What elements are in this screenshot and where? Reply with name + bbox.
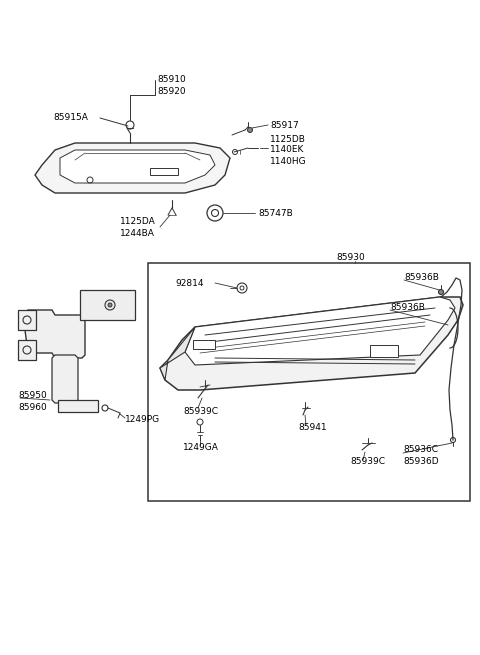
Text: 1140EK: 1140EK	[270, 145, 304, 155]
Text: 85936D: 85936D	[403, 457, 439, 466]
Text: 85941: 85941	[298, 424, 326, 432]
Text: 85936B: 85936B	[404, 274, 439, 282]
Polygon shape	[25, 310, 85, 358]
Text: 85910: 85910	[157, 75, 186, 84]
Polygon shape	[160, 297, 463, 390]
Bar	[150, 168, 178, 175]
Bar	[193, 340, 215, 349]
Polygon shape	[52, 355, 78, 403]
Text: 85936C: 85936C	[403, 445, 438, 455]
Text: 92814: 92814	[175, 278, 204, 288]
Text: 85915A: 85915A	[53, 113, 88, 122]
Polygon shape	[185, 297, 455, 365]
Bar	[18, 340, 36, 360]
Text: 85936B: 85936B	[390, 303, 425, 312]
Text: 85960: 85960	[18, 403, 47, 411]
Polygon shape	[60, 150, 215, 183]
Text: 1244BA: 1244BA	[120, 229, 155, 238]
Bar	[58, 400, 98, 412]
Text: 85939C: 85939C	[183, 407, 218, 415]
Text: 85930: 85930	[336, 253, 365, 263]
Circle shape	[248, 128, 252, 132]
Text: 1125DA: 1125DA	[120, 217, 156, 227]
Text: 85939C: 85939C	[350, 457, 385, 466]
Text: 85950: 85950	[18, 390, 47, 400]
Bar	[148, 263, 470, 501]
Bar	[80, 290, 135, 320]
Text: 1140HG: 1140HG	[270, 157, 307, 166]
Text: 1249PG: 1249PG	[125, 415, 160, 424]
Text: 1125DB: 1125DB	[270, 134, 306, 143]
Text: 85917: 85917	[270, 121, 299, 130]
Polygon shape	[35, 143, 230, 193]
Text: 85747B: 85747B	[258, 208, 293, 217]
Bar	[370, 345, 398, 357]
Circle shape	[439, 290, 444, 295]
Bar	[18, 310, 36, 330]
Polygon shape	[160, 327, 195, 380]
Circle shape	[108, 303, 112, 307]
Text: 1249GA: 1249GA	[183, 443, 219, 453]
Text: 85920: 85920	[157, 86, 186, 96]
